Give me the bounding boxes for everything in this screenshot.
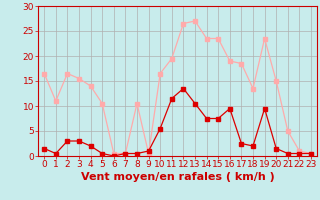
X-axis label: Vent moyen/en rafales ( km/h ): Vent moyen/en rafales ( km/h ) bbox=[81, 172, 275, 182]
